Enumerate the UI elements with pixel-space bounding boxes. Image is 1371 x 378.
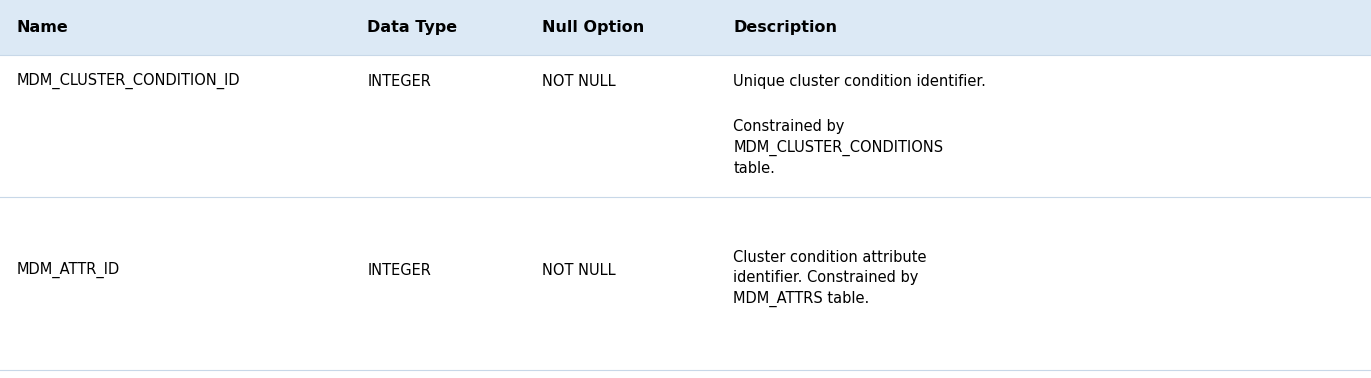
Text: table.: table. bbox=[733, 161, 776, 176]
Text: NOT NULL: NOT NULL bbox=[542, 74, 616, 89]
Text: Cluster condition attribute: Cluster condition attribute bbox=[733, 249, 927, 265]
Text: Description: Description bbox=[733, 20, 838, 35]
Text: Unique cluster condition identifier.: Unique cluster condition identifier. bbox=[733, 74, 986, 89]
Text: MDM_CLUSTER_CONDITIONS: MDM_CLUSTER_CONDITIONS bbox=[733, 139, 943, 155]
Bar bbox=[0, 0, 1371, 55]
Text: MDM_CLUSTER_CONDITION_ID: MDM_CLUSTER_CONDITION_ID bbox=[16, 73, 240, 89]
Text: identifier. Constrained by: identifier. Constrained by bbox=[733, 270, 919, 285]
Text: Null Option: Null Option bbox=[542, 20, 644, 35]
Text: MDM_ATTRS table.: MDM_ATTRS table. bbox=[733, 291, 869, 307]
Text: INTEGER: INTEGER bbox=[367, 263, 432, 278]
Text: Name: Name bbox=[16, 20, 69, 35]
Text: Constrained by: Constrained by bbox=[733, 119, 845, 134]
Text: MDM_ATTR_ID: MDM_ATTR_ID bbox=[16, 262, 119, 278]
Text: Data Type: Data Type bbox=[367, 20, 458, 35]
Text: INTEGER: INTEGER bbox=[367, 74, 432, 89]
Text: NOT NULL: NOT NULL bbox=[542, 263, 616, 278]
